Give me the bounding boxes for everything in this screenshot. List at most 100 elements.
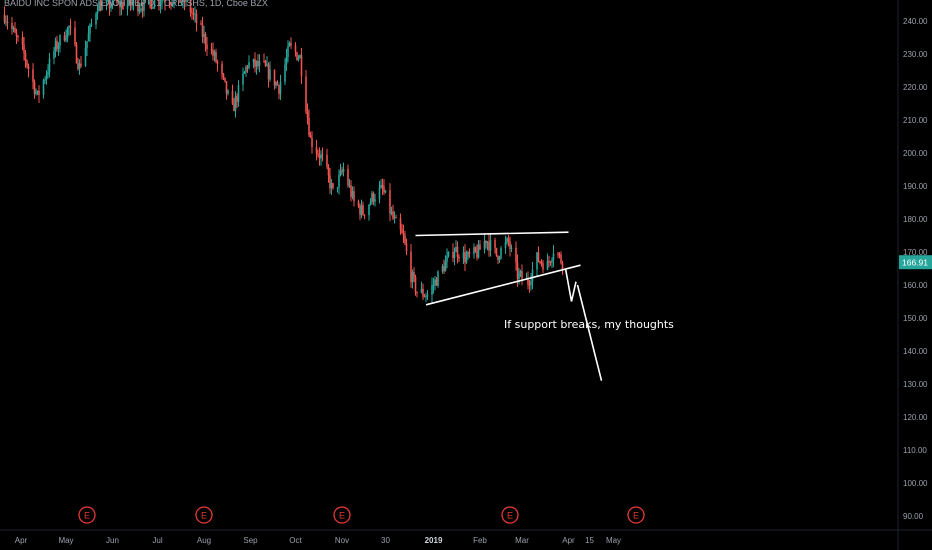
candle: [231, 84, 234, 105]
candle-body: [6, 21, 9, 24]
earnings-e-icon: E: [195, 506, 213, 524]
candle: [306, 103, 309, 125]
candle: [74, 21, 76, 47]
candle-body: [434, 279, 436, 285]
price-tick-label: 160.00: [903, 281, 928, 290]
candle: [108, 0, 111, 16]
candle: [383, 179, 385, 195]
candle-body: [141, 8, 144, 11]
candle: [341, 166, 343, 176]
candle-body: [170, 3, 172, 5]
candle: [275, 80, 277, 89]
candle-body: [353, 191, 355, 202]
candle-body: [341, 170, 343, 172]
candle-body: [546, 260, 549, 270]
price-tick-label: 100.00: [903, 479, 928, 488]
candle-body: [212, 49, 214, 56]
candle: [212, 42, 214, 61]
candle-body: [540, 261, 543, 264]
candle-body: [47, 71, 49, 75]
candle: [255, 60, 258, 75]
candle-body: [56, 40, 58, 49]
candle-body: [108, 0, 111, 9]
trendline-support[interactable]: [425, 264, 581, 306]
candle: [441, 264, 444, 274]
candle-body: [488, 242, 490, 251]
candle-body: [416, 291, 418, 293]
candle-body: [90, 24, 93, 26]
candle-body: [510, 247, 513, 249]
candle: [381, 178, 384, 196]
candle-body: [432, 284, 435, 286]
candle: [447, 251, 450, 258]
candle-body: [149, 0, 151, 1]
candle-body: [443, 266, 445, 272]
trendline-resistance[interactable]: [415, 231, 569, 237]
candle: [32, 63, 34, 90]
candle: [45, 70, 48, 85]
candle: [95, 12, 97, 30]
price-axis[interactable]: 240.00 230.00 220.00 210.00 200.00 190.00 180.…: [903, 17, 928, 521]
candle: [500, 245, 502, 260]
candle-body: [404, 235, 406, 244]
candle: [479, 240, 481, 250]
trendline-projection[interactable]: [564, 268, 577, 302]
candle-body: [456, 246, 459, 257]
candle: [129, 0, 132, 11]
candle: [150, 0, 153, 10]
candle: [185, 0, 187, 7]
candle: [420, 281, 423, 294]
candle-body: [26, 60, 28, 67]
candle: [347, 164, 349, 188]
candle: [120, 0, 123, 16]
candle: [326, 148, 328, 170]
candle: [117, 0, 120, 5]
candle: [119, 0, 121, 16]
candle: [107, 0, 109, 3]
candle-body: [495, 247, 498, 256]
candle-body: [479, 244, 481, 250]
candle: [44, 76, 46, 84]
candle-body: [446, 256, 448, 262]
candle: [506, 236, 508, 245]
candle: [542, 259, 544, 274]
candle-body: [171, 4, 174, 6]
candle: [452, 243, 454, 263]
candle-body: [255, 61, 258, 67]
time-axis[interactable]: Apr May Jun Jul Aug Sep Oct Nov 30 2019 Feb Mar Apr 1…: [15, 536, 621, 545]
candle-body: [347, 168, 349, 186]
candle: [494, 237, 496, 254]
candle: [465, 250, 468, 264]
candle: [521, 264, 523, 286]
candle: [36, 90, 39, 96]
candle: [515, 241, 517, 271]
candle: [285, 48, 288, 71]
candle-body: [245, 66, 247, 72]
candle-body: [201, 24, 204, 37]
candle: [549, 260, 552, 266]
candle: [89, 23, 91, 43]
candle: [462, 246, 465, 264]
candle-body: [441, 266, 444, 272]
candle-body: [474, 247, 477, 252]
candle-body: [279, 81, 282, 94]
candle: [486, 240, 489, 251]
candle-body: [189, 0, 192, 13]
trendlines-layer[interactable]: [415, 231, 603, 381]
candle: [48, 53, 51, 78]
annotation-text: If support breaks, my thoughts: [504, 318, 674, 331]
candle: [264, 59, 267, 67]
candle: [317, 149, 319, 158]
price-tick-label: 110.00: [903, 446, 927, 455]
candle-body: [116, 0, 118, 3]
candle-body: [182, 0, 184, 2]
candle: [248, 55, 250, 70]
trendline-projection-drop[interactable]: [576, 284, 603, 381]
candle: [431, 277, 433, 303]
candle: [288, 41, 291, 47]
candle: [378, 180, 381, 204]
candle-body: [504, 242, 507, 249]
candle: [111, 0, 114, 10]
